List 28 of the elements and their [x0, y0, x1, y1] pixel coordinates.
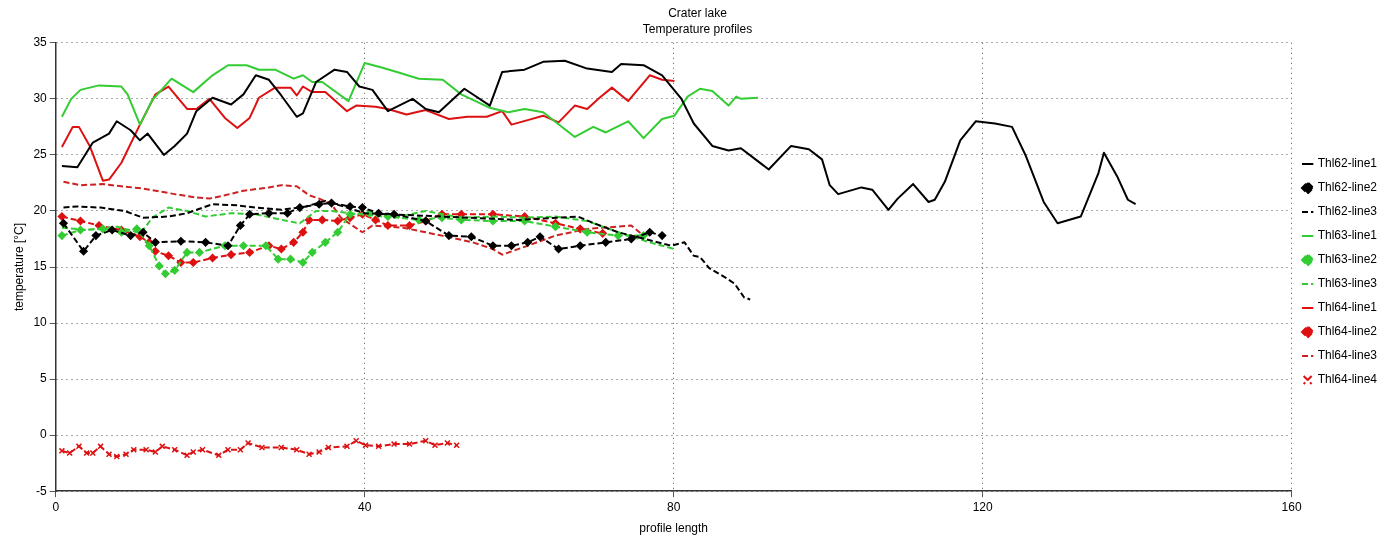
chart-title: Crater lake: [668, 5, 728, 20]
y-tick-label: 10: [33, 315, 48, 330]
y-tick-label: 30: [33, 91, 48, 106]
x-tick-label: 40: [358, 499, 372, 514]
y-tick-label: 35: [33, 35, 48, 50]
legend-label: Thl64-line4: [1317, 372, 1378, 387]
x-tick-label: 120: [972, 499, 993, 514]
y-tick-label: 20: [33, 203, 48, 218]
legend-label: Thl63-line3: [1317, 276, 1378, 291]
x-tick-label: 160: [1281, 499, 1302, 514]
x-axis-title: profile length: [639, 521, 709, 536]
legend-label: Thl64-line3: [1317, 348, 1378, 363]
x-tick-label: 80: [667, 499, 681, 514]
y-tick-label: -5: [36, 483, 48, 498]
x-tick-label: 0: [52, 499, 60, 514]
legend-label: Thl62-line1: [1317, 156, 1378, 171]
legend-label: Thl64-line2: [1317, 324, 1378, 339]
legend-label: Thl64-line1: [1317, 300, 1378, 315]
y-tick-label: 15: [33, 259, 48, 274]
y-tick-label: 25: [33, 147, 48, 162]
y-tick-label: 0: [40, 427, 48, 442]
legend-label: Thl63-line1: [1317, 228, 1378, 243]
chart-subtitle: Temperature profiles: [642, 21, 753, 36]
legend-label: Thl63-line2: [1317, 252, 1378, 267]
y-tick-label: 5: [40, 371, 48, 386]
y-axis-title: temperature [°C]: [11, 222, 26, 312]
legend-label: Thl62-line3: [1317, 204, 1378, 219]
legend-label: Thl62-line2: [1317, 180, 1378, 195]
